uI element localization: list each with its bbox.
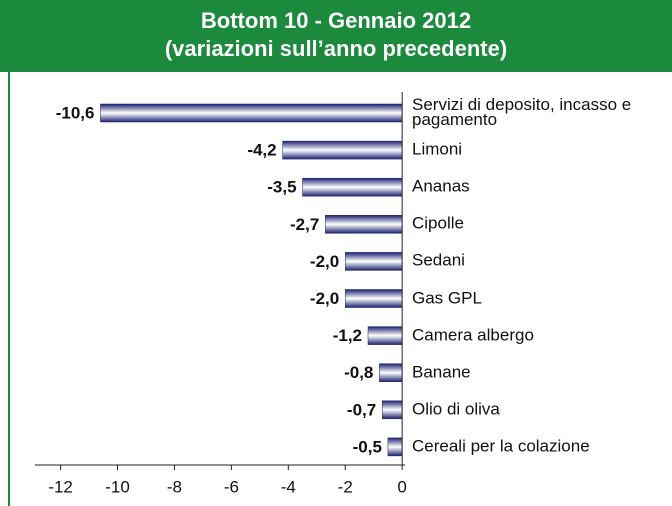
category-label: Ananas [412, 176, 470, 196]
value-label: -0,7 [347, 400, 376, 419]
category-label: Camera albergo [412, 325, 534, 345]
x-tick-label: -6 [224, 477, 239, 496]
bar [100, 103, 403, 123]
category-label: Servizi di deposito, incasso e pagamento [412, 95, 632, 129]
bar [325, 215, 403, 234]
value-label: -0,5 [353, 437, 382, 456]
category-label: Gas GPL [412, 288, 482, 307]
category-label: Olio di oliva [412, 399, 500, 419]
value-label: -2,7 [290, 215, 319, 234]
value-label: -4,2 [247, 141, 276, 160]
value-label: -1,2 [333, 326, 362, 345]
bar [387, 437, 403, 457]
bar [379, 363, 403, 382]
bar [381, 400, 403, 420]
bar [344, 289, 403, 308]
bar [367, 326, 403, 345]
x-tick-label: -8 [167, 477, 182, 496]
chart-title: Bottom 10 - Gennaio 2012 [201, 8, 471, 33]
value-label: -2,0 [310, 252, 339, 271]
x-tick-label: 0 [397, 477, 406, 496]
value-label: -0,8 [344, 363, 373, 382]
value-label: -2,0 [310, 289, 339, 308]
bar [344, 252, 403, 271]
category-label: Limoni [412, 139, 463, 159]
header-band [0, 0, 672, 72]
category-label: Banane [412, 362, 471, 382]
category-label: Cereali per la colazione [412, 436, 590, 456]
x-tick-label: -4 [281, 477, 296, 496]
x-tick-label: -12 [48, 477, 73, 496]
value-label: -3,5 [267, 178, 296, 197]
bar [282, 140, 403, 160]
x-tick-label: -2 [338, 477, 353, 496]
chart-subtitle: (variazioni sull’anno precedente) [165, 36, 507, 61]
value-label: -10,6 [56, 103, 95, 122]
x-tick-label: -10 [105, 477, 130, 496]
category-label: Cipolle [412, 213, 464, 233]
bar [302, 177, 403, 197]
category-label: Sedani [412, 250, 465, 270]
